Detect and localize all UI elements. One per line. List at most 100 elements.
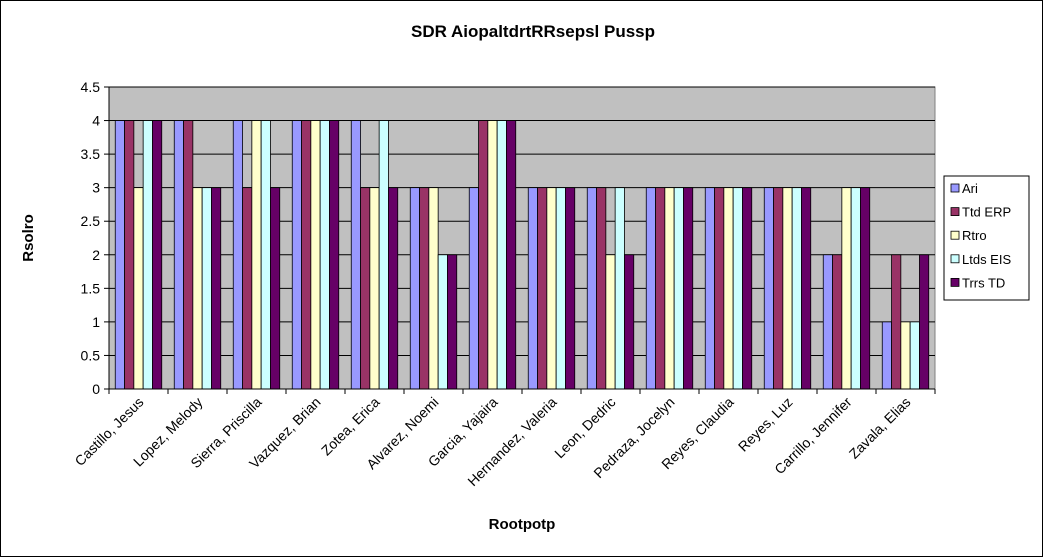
- bar: [655, 187, 666, 390]
- bar: [319, 120, 330, 390]
- category-group: [645, 187, 694, 390]
- category-group: [527, 187, 576, 390]
- bar: [496, 120, 507, 390]
- bar: [506, 120, 517, 390]
- x-axis-title: Rootpotp: [489, 516, 556, 533]
- bar: [428, 187, 439, 390]
- legend-swatch: [950, 254, 960, 264]
- bar: [801, 187, 812, 390]
- bar: [714, 187, 725, 390]
- bar: [850, 187, 861, 390]
- bar: [909, 321, 920, 390]
- bar: [173, 120, 184, 390]
- legend-label: Ari: [962, 181, 978, 196]
- bar: [388, 187, 399, 390]
- bar: [822, 254, 833, 390]
- legend-label: Rtro: [962, 228, 987, 243]
- bar: [142, 120, 153, 390]
- bar: [437, 254, 448, 390]
- bar: [919, 254, 930, 390]
- category-group: [291, 120, 340, 390]
- bar: [645, 187, 656, 390]
- bar: [232, 120, 243, 390]
- bar: [860, 187, 871, 390]
- category-group: [586, 187, 635, 390]
- bar: [183, 120, 194, 390]
- bar: [565, 187, 576, 390]
- x-tick-label: Zotea, Erica: [318, 394, 383, 459]
- bar: [782, 187, 793, 390]
- bar: [310, 120, 321, 390]
- category-group: [704, 187, 753, 390]
- legend-label: Ltds EIS: [962, 252, 1011, 267]
- bar: [555, 187, 566, 390]
- y-tick-label: 1: [92, 314, 100, 330]
- x-tick-label: Reyes, Luz: [735, 394, 796, 455]
- bar: [350, 120, 361, 390]
- bar: [732, 187, 743, 390]
- bar: [409, 187, 420, 390]
- bar: [832, 254, 843, 390]
- bar: [900, 321, 911, 390]
- bar: [596, 187, 607, 390]
- bar: [114, 120, 125, 390]
- bar: [378, 120, 389, 390]
- bar: [605, 254, 616, 390]
- bar: [133, 187, 144, 390]
- bar: [291, 120, 302, 390]
- bar: [447, 254, 458, 390]
- legend: Ari Ttd ERP Rtro Ltds EIS Trrs TD: [943, 175, 1030, 301]
- legend-item: Trrs TD: [950, 275, 1005, 290]
- y-tick-label: 2: [92, 247, 100, 263]
- chart-title: SDR AiopaltdrtRRsepsl Pussp: [411, 22, 655, 41]
- y-tick-label: 0: [92, 381, 100, 397]
- bar: [527, 187, 538, 390]
- bar: [369, 187, 380, 390]
- category-group: [114, 120, 163, 390]
- bar: [260, 120, 271, 390]
- y-tick-label: 3: [92, 180, 100, 196]
- bar: [537, 187, 548, 390]
- bar: [624, 254, 635, 390]
- legend-item: Ltds EIS: [950, 252, 1011, 267]
- legend-swatch: [950, 207, 960, 217]
- legend-swatch: [950, 183, 960, 193]
- bar: [360, 187, 371, 390]
- y-tick-label: 0.5: [81, 347, 101, 363]
- bar: [487, 120, 498, 390]
- legend-label: Ttd ERP: [962, 205, 1011, 220]
- y-tick-label: 2.5: [81, 213, 101, 229]
- bar: [614, 187, 625, 390]
- y-tick-label: 4.5: [81, 79, 101, 95]
- legend-item: Ari: [950, 181, 978, 196]
- legend-swatch: [950, 230, 960, 240]
- y-tick-label: 4: [92, 113, 100, 129]
- bar: [270, 187, 281, 390]
- bar: [791, 187, 802, 390]
- bar: [723, 187, 734, 390]
- legend-label: Trrs TD: [962, 275, 1005, 290]
- bar: [419, 187, 430, 390]
- bar: [251, 120, 262, 390]
- x-tick-label: Zavala, Elias: [846, 394, 914, 462]
- bar: [673, 187, 684, 390]
- bar: [301, 120, 312, 390]
- bar: [881, 321, 892, 390]
- category-group: [763, 187, 812, 390]
- bar: [546, 187, 557, 390]
- bar: [329, 120, 340, 390]
- bar: [468, 187, 479, 390]
- bar: [891, 254, 902, 390]
- y-tick-label: 1.5: [81, 280, 101, 296]
- legend-swatch: [950, 277, 960, 287]
- bar: [664, 187, 675, 390]
- y-tick-label: 3.5: [81, 146, 101, 162]
- legend-item: Rtro: [950, 228, 987, 243]
- bar: [152, 120, 163, 390]
- bar: [124, 120, 135, 390]
- bar: [841, 187, 852, 390]
- bar: [773, 187, 784, 390]
